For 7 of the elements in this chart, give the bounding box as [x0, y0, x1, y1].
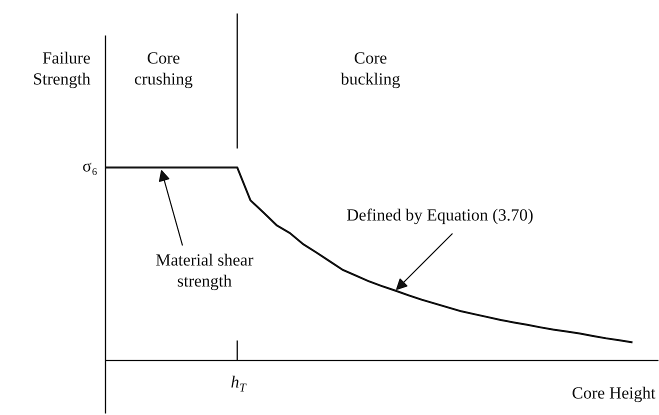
y-axis-title: Failure Strength	[32, 48, 91, 88]
annotation: Defined by Equation (3.70)	[346, 206, 534, 224]
text: σ₆	[82, 156, 98, 176]
x-axis-title: Core Height	[572, 384, 656, 402]
text: Core crushing	[134, 48, 194, 88]
annotation: Material shear strength	[156, 250, 254, 290]
text: Core buckling	[340, 48, 401, 88]
